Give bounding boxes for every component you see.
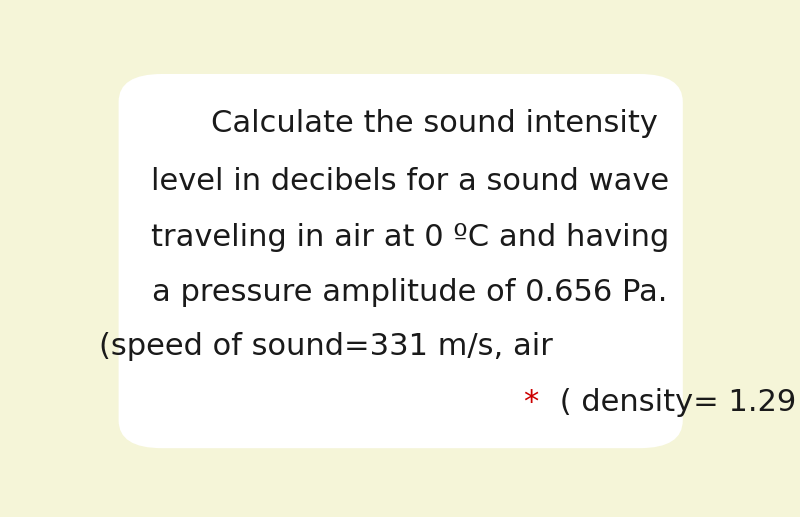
- Text: Calculate the sound intensity: Calculate the sound intensity: [211, 109, 658, 138]
- Text: traveling in air at 0 ºC and having: traveling in air at 0 ºC and having: [151, 223, 669, 252]
- Text: level in decibels for a sound wave: level in decibels for a sound wave: [151, 167, 669, 196]
- Text: ( density= 1.29 kg/m3: ( density= 1.29 kg/m3: [550, 388, 800, 417]
- Text: *: *: [525, 388, 550, 417]
- Text: a pressure amplitude of 0.656 Pa.: a pressure amplitude of 0.656 Pa.: [152, 279, 668, 308]
- Text: (speed of sound=331 m/s, air: (speed of sound=331 m/s, air: [98, 332, 553, 361]
- FancyBboxPatch shape: [118, 74, 683, 448]
